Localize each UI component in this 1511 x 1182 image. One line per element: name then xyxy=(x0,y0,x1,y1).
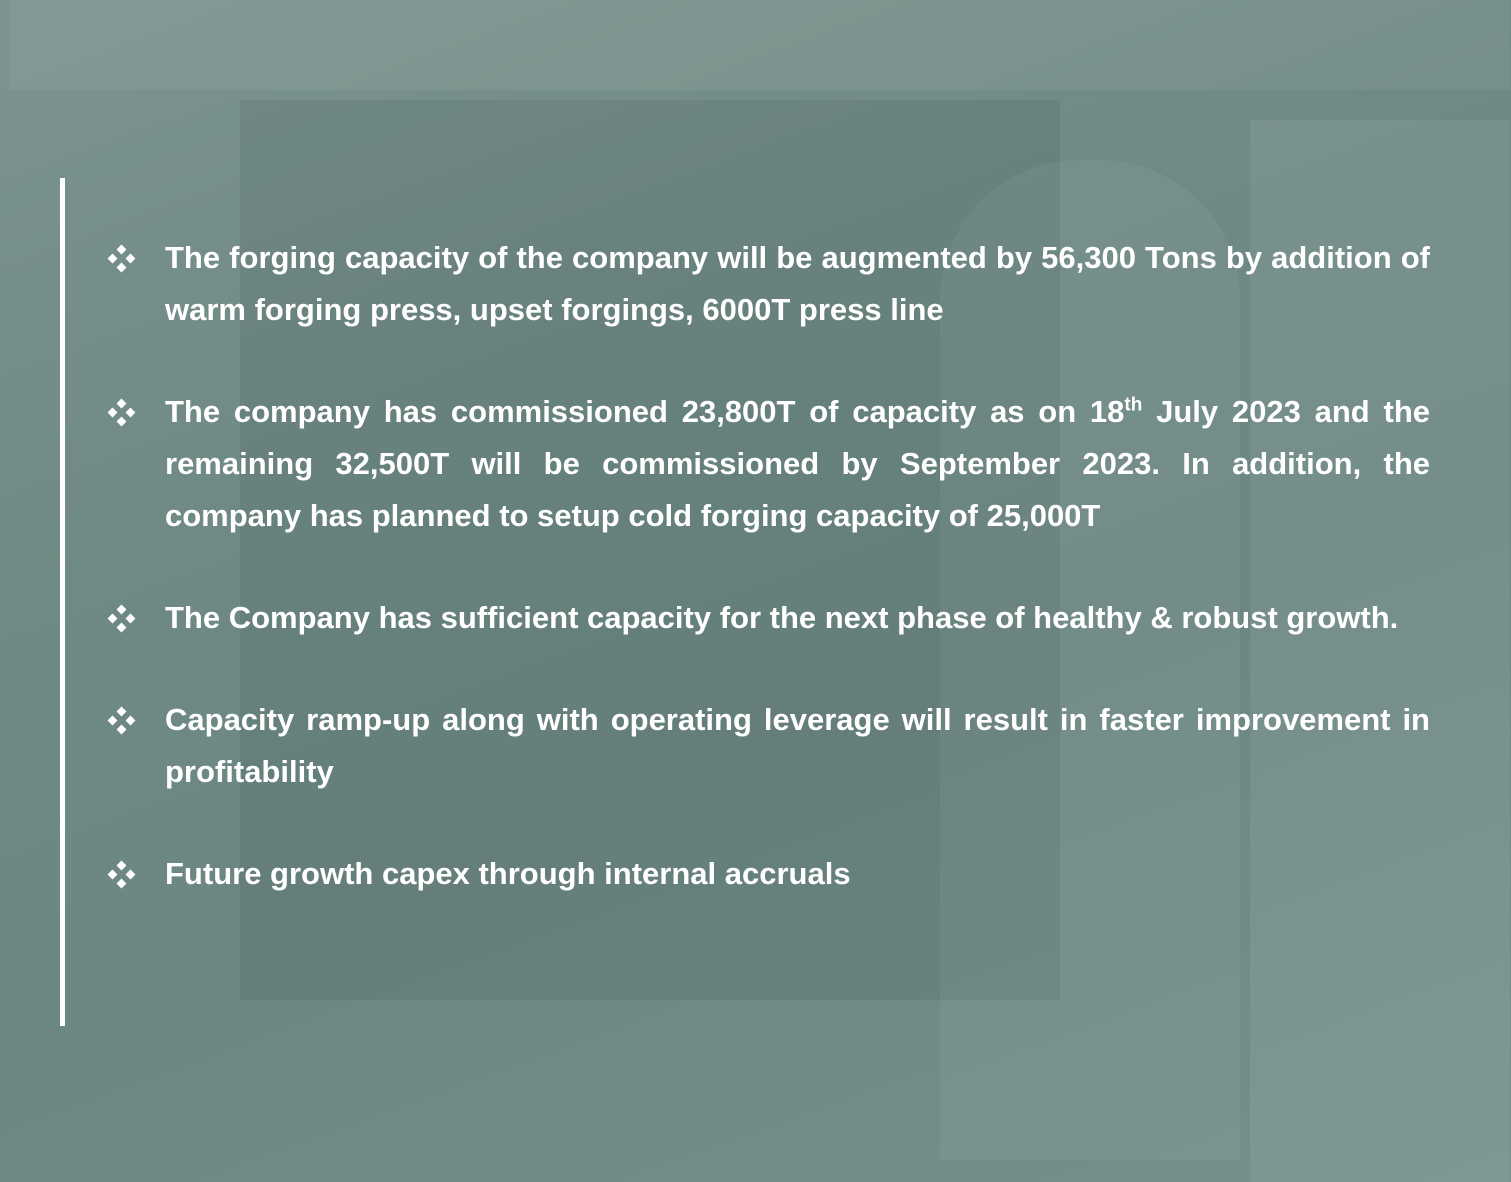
bullet-icon xyxy=(107,604,137,634)
bullet-text: Future growth capex through internal acc… xyxy=(165,856,851,891)
bullet-text: The forging capacity of the company will… xyxy=(165,240,1430,327)
bullet-text: Capacity ramp-up along with operating le… xyxy=(165,702,1430,789)
bullet-item: Future growth capex through internal acc… xyxy=(105,848,1430,900)
bullet-icon xyxy=(107,706,137,736)
bullet-list: The forging capacity of the company will… xyxy=(105,232,1430,950)
bullet-icon xyxy=(107,244,137,274)
vertical-rule xyxy=(60,178,65,1026)
bullet-item: Capacity ramp-up along with operating le… xyxy=(105,694,1430,798)
bullet-text: The Company has sufficient capacity for … xyxy=(165,600,1398,635)
bullet-item: The Company has sufficient capacity for … xyxy=(105,592,1430,644)
bullet-item: The company has commissioned 23,800T of … xyxy=(105,386,1430,542)
bullet-item: The forging capacity of the company will… xyxy=(105,232,1430,336)
bullet-icon xyxy=(107,860,137,890)
superscript: th xyxy=(1124,395,1142,416)
bullet-icon xyxy=(107,398,137,428)
bullet-text: The company has commissioned 23,800T of … xyxy=(165,394,1124,429)
slide: The forging capacity of the company will… xyxy=(0,0,1511,1182)
background-shape xyxy=(10,0,1510,90)
